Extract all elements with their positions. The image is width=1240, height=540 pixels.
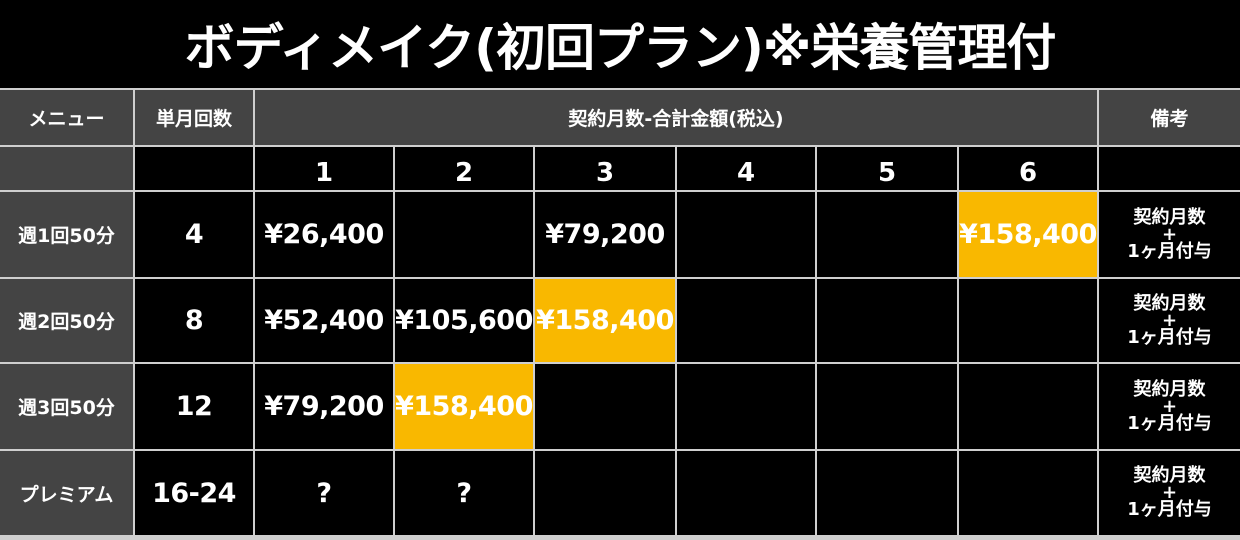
note-cell: 契約月数 +1ヶ月付与	[1099, 451, 1240, 535]
price-cell: ¥79,200	[535, 192, 675, 277]
note-cell: 契約月数 +1ヶ月付与	[1099, 279, 1240, 362]
note-cell: 契約月数 +1ヶ月付与	[1099, 192, 1240, 277]
note-line: +	[1161, 395, 1178, 417]
note-line: +	[1161, 482, 1178, 503]
note-line: 契約月数	[1133, 292, 1206, 314]
month-header-2: 2	[395, 147, 533, 190]
price-cell	[535, 451, 675, 535]
price-cell: ¥158,400	[535, 279, 675, 362]
month-header-blank	[135, 147, 253, 190]
price-cell	[959, 451, 1097, 535]
price-cell: ?	[395, 451, 533, 535]
month-header-6: 6	[959, 147, 1097, 190]
monthly-count: 8	[135, 279, 253, 362]
month-header-5: 5	[817, 147, 957, 190]
monthly-count: 16-24	[135, 451, 253, 535]
pricing-table: メニュー 単月回数 契約月数-合計金額(税込) 備考 1 2 3 4 5 6 週1回50分 4…	[0, 88, 1240, 540]
month-header-1: 1	[255, 147, 393, 190]
month-header-blank	[0, 147, 133, 190]
price-cell	[959, 364, 1097, 449]
price-cell	[817, 364, 957, 449]
price-cell	[677, 364, 815, 449]
price-cell	[677, 279, 815, 362]
monthly-count: 4	[135, 192, 253, 277]
price-cell: ?	[255, 451, 393, 535]
price-cell	[677, 451, 815, 535]
price-cell	[395, 192, 533, 277]
price-cell	[535, 364, 675, 449]
header-notes: 備考	[1099, 90, 1240, 145]
price-cell	[677, 192, 815, 277]
menu-label: 週3回50分	[0, 364, 133, 449]
menu-label: 週2回50分	[0, 279, 133, 362]
month-header-blank	[1099, 147, 1240, 190]
month-header-4: 4	[677, 147, 815, 190]
price-cell	[817, 279, 957, 362]
header-monthly-count: 単月回数	[135, 90, 253, 145]
menu-label: プレミアム	[0, 451, 133, 535]
note-line: +	[1161, 309, 1178, 331]
monthly-count: 12	[135, 364, 253, 449]
price-cell: ¥52,400	[255, 279, 393, 362]
price-cell	[817, 192, 957, 277]
header-contract: 契約月数-合計金額(税込)	[255, 90, 1097, 145]
price-cell: ¥158,400	[959, 192, 1097, 277]
note-line: 契約月数	[1133, 378, 1206, 400]
note-line: 契約月数	[1133, 465, 1206, 486]
note-line: +	[1161, 223, 1178, 245]
note-cell: 契約月数 +1ヶ月付与	[1099, 364, 1240, 449]
note-line: 1ヶ月付与	[1127, 499, 1212, 520]
price-cell	[959, 279, 1097, 362]
note-line: 1ヶ月付与	[1127, 240, 1212, 262]
note-line: 契約月数	[1133, 206, 1206, 228]
page-title: ボディメイク(初回プラン)※栄養管理付	[0, 0, 1240, 88]
menu-label: 週1回50分	[0, 192, 133, 277]
month-header-3: 3	[535, 147, 675, 190]
header-menu: メニュー	[0, 90, 133, 145]
price-cell	[817, 451, 957, 535]
note-line: 1ヶ月付与	[1127, 326, 1212, 348]
price-cell: ¥158,400	[395, 364, 533, 449]
price-cell: ¥105,600	[395, 279, 533, 362]
price-cell: ¥79,200	[255, 364, 393, 449]
price-cell: ¥26,400	[255, 192, 393, 277]
note-line: 1ヶ月付与	[1127, 412, 1212, 434]
